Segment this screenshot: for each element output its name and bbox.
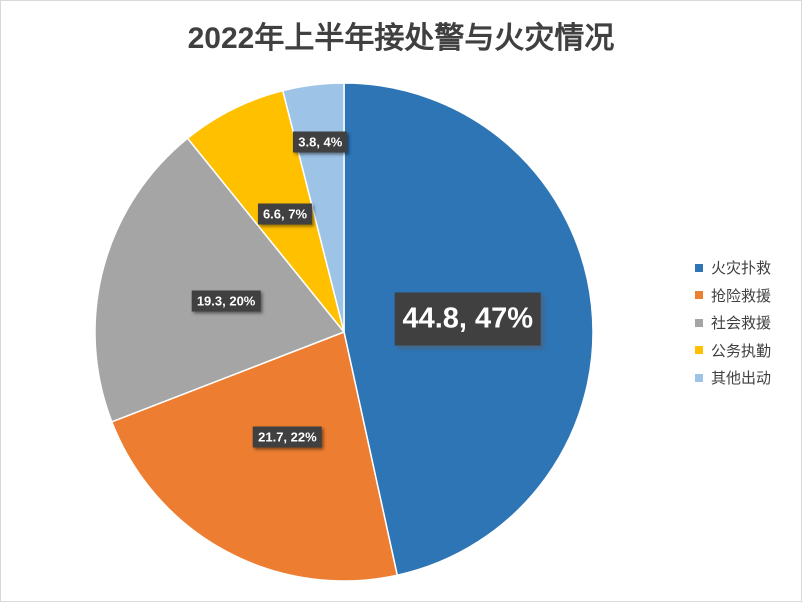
legend-label: 社会救援 <box>711 315 772 333</box>
legend-label: 火灾扑救 <box>711 260 772 278</box>
chart-title: 2022年上半年接处警与火灾情况 <box>187 22 615 55</box>
legend-label: 抢险救援 <box>711 287 772 305</box>
legend: 火灾扑救 抢险救援 社会救援 公务执勤 其他出动 <box>692 254 771 392</box>
legend-marker <box>695 263 703 272</box>
data-label-other-dispatch: 3.8, 4% <box>293 131 348 153</box>
legend-label: 公务执勤 <box>711 342 772 360</box>
legend-item-official-duty: 公务执勤 <box>692 337 771 365</box>
legend-item-emergency-rescue: 抢险救援 <box>692 282 771 310</box>
legend-item-social-assistance: 社会救援 <box>692 309 771 337</box>
pie-slice-social-assistance <box>94 137 346 423</box>
data-label-emergency-rescue: 21.7, 22% <box>253 426 322 448</box>
legend-marker <box>695 346 703 355</box>
data-label-social-assistance: 19.3, 20% <box>191 290 261 311</box>
legend-marker <box>695 291 703 300</box>
data-label-fire-fighting: 44.8, 47% <box>394 292 542 346</box>
legend-label: 其他出动 <box>711 370 772 388</box>
legend-marker <box>695 318 703 327</box>
data-label-official-duty: 6.6, 7% <box>257 203 313 225</box>
legend-item-other-dispatch: 其他出动 <box>692 364 771 392</box>
legend-marker <box>695 373 703 382</box>
legend-item-fire-fighting: 火灾扑救 <box>692 254 771 282</box>
